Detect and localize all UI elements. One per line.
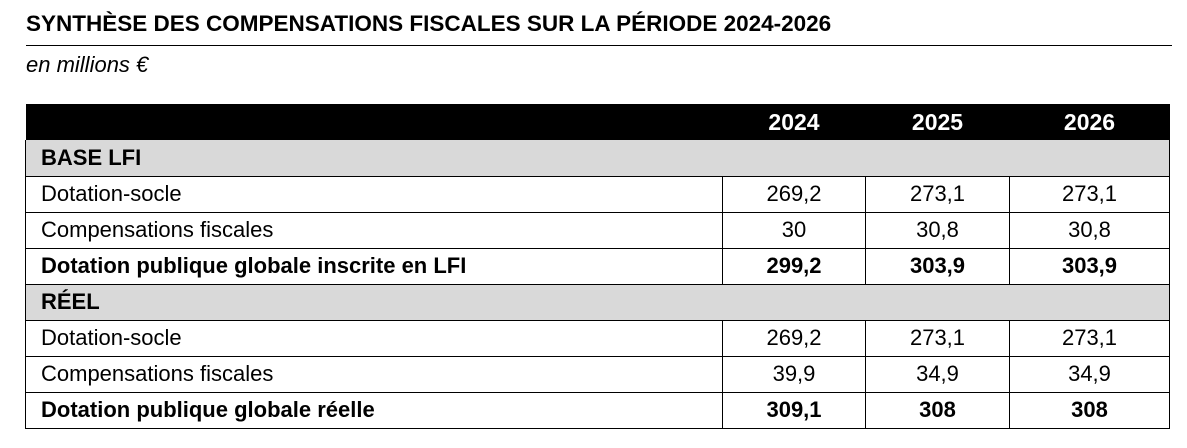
table-row: Dotation-socle 269,2 273,1 273,1 <box>25 320 1170 357</box>
row-value-2024: 309,1 <box>722 392 866 429</box>
row-value-2024: 269,2 <box>722 320 866 357</box>
header-year-2026: 2026 <box>1009 104 1170 140</box>
table-row: Dotation-socle 269,2 273,1 273,1 <box>25 176 1170 213</box>
page-title: SYNTHÈSE DES COMPENSATIONS FISCALES SUR … <box>26 9 1172 46</box>
table-row: Compensations fiscales 30 30,8 30,8 <box>25 212 1170 249</box>
row-value-2026: 34,9 <box>1009 356 1170 393</box>
table-row: Compensations fiscales 39,9 34,9 34,9 <box>25 356 1170 393</box>
row-label: Dotation-socle <box>25 176 723 213</box>
row-value-2025: 34,9 <box>865 356 1010 393</box>
row-label: Dotation-socle <box>25 320 723 357</box>
section-title: RÉEL <box>25 284 1170 321</box>
row-label: Dotation publique globale inscrite en LF… <box>25 248 723 285</box>
row-value-2024: 269,2 <box>722 176 866 213</box>
table-header-row: 2024 2025 2026 <box>25 104 1170 140</box>
row-label: Dotation publique globale réelle <box>25 392 723 429</box>
row-value-2025: 273,1 <box>865 320 1010 357</box>
table-row-total: Dotation publique globale réelle 309,1 3… <box>25 392 1170 429</box>
header-year-2025: 2025 <box>865 104 1010 140</box>
compensation-table: 2024 2025 2026 BASE LFI Dotation-socle 2… <box>25 104 1170 429</box>
section-title: BASE LFI <box>25 140 1170 177</box>
row-value-2026: 273,1 <box>1009 320 1170 357</box>
row-value-2025: 308 <box>865 392 1010 429</box>
section-row-base-lfi: BASE LFI <box>25 140 1170 177</box>
section-row-reel: RÉEL <box>25 284 1170 321</box>
header-label-cell <box>25 104 723 140</box>
table-row-total: Dotation publique globale inscrite en LF… <box>25 248 1170 285</box>
row-value-2025: 273,1 <box>865 176 1010 213</box>
row-value-2025: 30,8 <box>865 212 1010 249</box>
row-label: Compensations fiscales <box>25 356 723 393</box>
row-value-2025: 303,9 <box>865 248 1010 285</box>
row-value-2024: 39,9 <box>722 356 866 393</box>
row-value-2026: 303,9 <box>1009 248 1170 285</box>
row-value-2026: 308 <box>1009 392 1170 429</box>
unit-subtitle: en millions € <box>26 52 149 77</box>
row-value-2026: 30,8 <box>1009 212 1170 249</box>
row-value-2026: 273,1 <box>1009 176 1170 213</box>
row-value-2024: 30 <box>722 212 866 249</box>
header-year-2024: 2024 <box>722 104 866 140</box>
row-value-2024: 299,2 <box>722 248 866 285</box>
row-label: Compensations fiscales <box>25 212 723 249</box>
